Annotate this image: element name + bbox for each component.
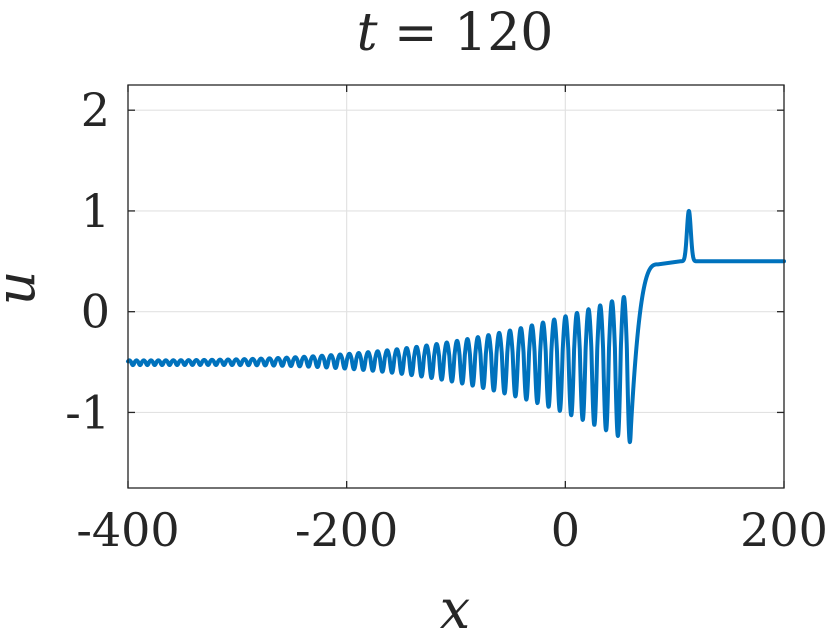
y-tick-label: 1 [81, 184, 110, 238]
y-tick-label: 0 [81, 285, 110, 339]
x-tick-labels: -400 -200 0 200 [76, 503, 828, 557]
x-tick-label: -400 [76, 503, 179, 557]
x-tick-label: 0 [551, 503, 580, 557]
tick-marks [127, 85, 785, 488]
y-axis-label: u [0, 271, 47, 306]
x-tick-label: -200 [295, 503, 398, 557]
x-tick-label: 200 [740, 503, 828, 557]
title-value: = 120 [378, 3, 554, 63]
y-tick-labels: -1 0 1 2 [65, 83, 110, 439]
grid [127, 85, 785, 488]
axes-box [127, 84, 785, 489]
y-tick-label: -1 [65, 385, 110, 439]
y-tick-label: 2 [81, 83, 110, 137]
chart-title: t = 120 [357, 3, 554, 63]
series-line-u [126, 208, 786, 445]
x-axis-label: x [440, 578, 470, 640]
title-variable: t [357, 3, 378, 63]
